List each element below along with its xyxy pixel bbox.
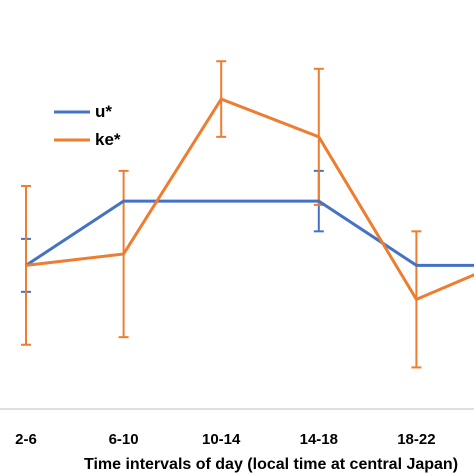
series-line-ke: [25, 97, 474, 302]
series-lines: [25, 97, 474, 302]
legend-label-u: u*: [95, 102, 112, 121]
x-tick-label: 14-18: [300, 431, 338, 448]
series-line-u: [25, 199, 474, 267]
x-tick-label: 18-22: [397, 431, 435, 448]
x-axis-title: Time intervals of day (local time at cen…: [84, 456, 458, 473]
x-tick-label: 2-6: [15, 431, 37, 448]
x-tick-label: 6-10: [109, 431, 139, 448]
legend: u* ke*: [54, 102, 121, 149]
legend-label-ke: ke*: [95, 130, 121, 149]
x-tick-labels: 2-6 6-10 10-14 14-18 18-22: [15, 431, 435, 448]
error-bars: [21, 60, 422, 369]
x-tick-label: 10-14: [202, 431, 241, 448]
